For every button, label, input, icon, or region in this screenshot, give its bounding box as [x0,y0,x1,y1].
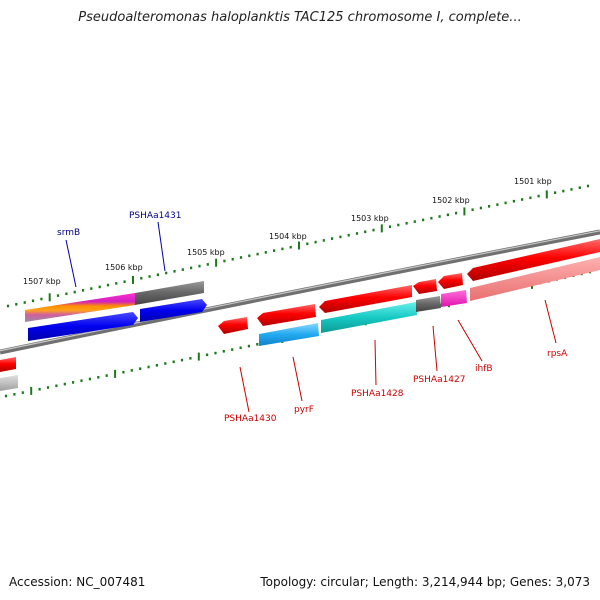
gene-lightgray-left-edge[interactable] [0,375,18,391]
kbp-label-1502: 1502 kbp [432,196,470,205]
lower-gene-track [0,239,600,391]
gene-red-ihfB-upper[interactable] [438,273,463,289]
gene-red-PSHAa1430[interactable] [218,317,248,334]
kbp-label-1506: 1506 kbp [105,263,143,272]
leader-PSHAa1431 [157,221,166,272]
kbp-label-1507: 1507 kbp [23,277,61,286]
gene-pink-rpsA[interactable] [470,257,600,301]
gene-red-rpsA[interactable] [467,239,600,281]
gene-sky-pyrF[interactable] [259,323,319,346]
gene-label-PSHAa1430[interactable]: PSHAa1430 [224,414,277,424]
leader-rpsA [544,299,557,344]
kbp-label-1505: 1505 kbp [187,248,225,257]
leader-srmB [65,239,77,288]
gene-red-PSHAa1427[interactable] [413,279,437,294]
gene-red-left-edge[interactable] [0,357,16,372]
gene-srmB-multicolor[interactable] [25,293,135,322]
gene-label-PSHAa1427[interactable]: PSHAa1427 [413,375,465,385]
gene-cyan-PSHAa1428[interactable] [321,302,417,333]
kbp-label-1501: 1501 kbp [514,177,552,186]
ruler-ticks-upper [6,184,590,308]
map-title: Pseudoalteromonas haloplanktis TAC125 ch… [78,10,522,25]
leader-PSHAa1428 [374,339,377,386]
leader-pyrF [292,356,303,402]
leader-PSHAa1427 [432,325,438,372]
gene-label-PSHAa1428[interactable]: PSHAa1428 [351,389,404,399]
kbp-label-1503: 1503 kbp [351,214,389,223]
topology-text: Topology: circular; Length: 3,214,944 bp… [260,575,590,589]
gene-label-pyrF[interactable]: pyrF [294,405,314,415]
gene-blue-srmB[interactable] [28,312,138,341]
gene-gray-upper[interactable] [135,281,204,305]
gene-label-ihfB[interactable]: ihfB [475,364,493,374]
accession-text: Accession: NC_007481 [9,575,146,589]
leader-ihfB [457,319,483,362]
backbone-track [0,229,600,355]
gene-red-upper-1[interactable] [257,304,316,326]
upper-gene-track [25,281,207,341]
gene-label-srmB[interactable]: srmB [57,228,80,238]
kbp-label-1504: 1504 kbp [269,232,307,241]
backbone-highlight [0,230,600,352]
gene-blue-PSHAa1431[interactable] [140,299,207,322]
gene-red-upper-2[interactable] [319,285,412,313]
gene-label-rpsA[interactable]: rpsA [547,349,568,359]
gene-label-PSHAa1431[interactable]: PSHAa1431 [129,211,181,221]
leader-lines [65,221,557,413]
leader-PSHAa1430 [239,366,250,413]
gene-gray-PSHAa1427[interactable] [416,296,441,312]
gene-magenta-ihfB[interactable] [441,290,467,307]
